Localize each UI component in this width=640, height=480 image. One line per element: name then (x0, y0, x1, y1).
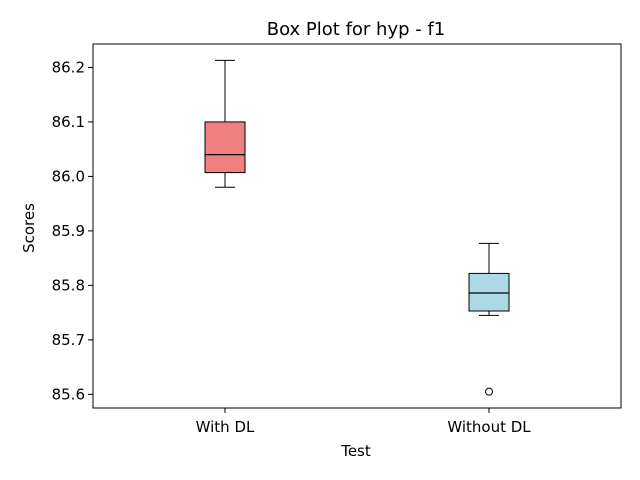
x-tick-label: Without DL (447, 418, 531, 436)
y-tick-label: 85.9 (52, 222, 85, 240)
y-axis: 85.6 85.7 85.8 85.9 86.0 86.1 86.2 (52, 58, 93, 403)
y-tick-label: 86.0 (52, 167, 85, 185)
x-tick-label: With DL (196, 418, 255, 436)
y-tick-label: 85.6 (52, 385, 85, 403)
box-group (204, 59, 246, 188)
outlier-point (485, 387, 493, 396)
x-axis: With DL Without DL (196, 408, 531, 436)
plot-area (93, 44, 621, 408)
y-axis-label: Scores (20, 203, 38, 253)
y-tick-label: 86.2 (52, 58, 85, 76)
y-tick-label: 85.7 (52, 331, 85, 349)
chart-title: Box Plot for hyp - f1 (267, 19, 446, 40)
plot-frame (92, 43, 622, 409)
y-tick-label: 86.1 (52, 113, 85, 131)
box-group (468, 242, 510, 396)
iqr-box (468, 272, 510, 312)
iqr-box (204, 121, 246, 174)
x-axis-label: Test (340, 442, 371, 460)
y-tick-label: 85.8 (52, 276, 85, 294)
chart-marks (204, 59, 510, 396)
